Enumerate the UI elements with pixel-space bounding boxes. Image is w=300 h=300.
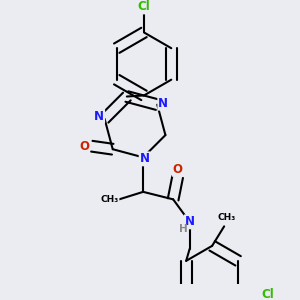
Text: CH₃: CH₃ (218, 213, 236, 222)
Text: CH₃: CH₃ (100, 195, 119, 204)
Text: O: O (79, 140, 89, 153)
Text: N: N (184, 215, 195, 228)
Text: O: O (172, 163, 183, 176)
Text: N: N (140, 152, 150, 165)
Text: N: N (158, 97, 168, 110)
Text: H: H (179, 224, 188, 234)
Text: N: N (94, 110, 104, 123)
Text: Cl: Cl (138, 1, 150, 13)
Text: Cl: Cl (261, 288, 274, 300)
